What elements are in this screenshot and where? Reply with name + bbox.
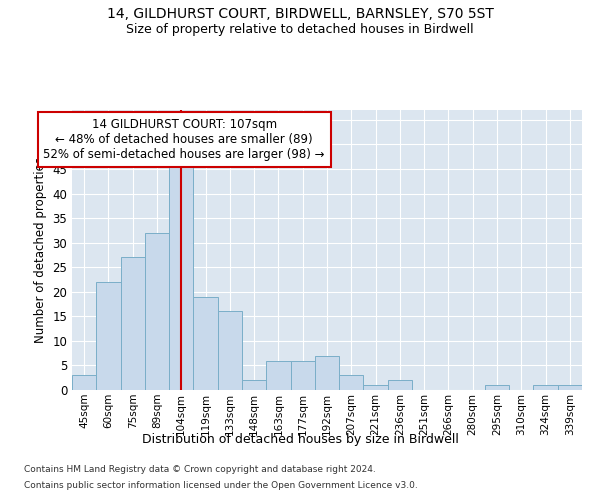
Bar [145, 233, 169, 390]
Bar [169, 164, 193, 390]
Y-axis label: Number of detached properties: Number of detached properties [34, 157, 47, 343]
Bar [364, 385, 388, 390]
Bar [533, 385, 558, 390]
Text: Distribution of detached houses by size in Birdwell: Distribution of detached houses by size … [142, 432, 458, 446]
Bar [339, 376, 364, 390]
Text: Size of property relative to detached houses in Birdwell: Size of property relative to detached ho… [126, 22, 474, 36]
Bar [388, 380, 412, 390]
Bar [558, 385, 582, 390]
Text: Contains HM Land Registry data © Crown copyright and database right 2024.: Contains HM Land Registry data © Crown c… [24, 465, 376, 474]
Bar [72, 376, 96, 390]
Bar [121, 258, 145, 390]
Bar [266, 360, 290, 390]
Text: 14 GILDHURST COURT: 107sqm
← 48% of detached houses are smaller (89)
52% of semi: 14 GILDHURST COURT: 107sqm ← 48% of deta… [43, 118, 325, 162]
Bar [315, 356, 339, 390]
Bar [242, 380, 266, 390]
Bar [218, 312, 242, 390]
Text: 14, GILDHURST COURT, BIRDWELL, BARNSLEY, S70 5ST: 14, GILDHURST COURT, BIRDWELL, BARNSLEY,… [107, 8, 493, 22]
Bar [290, 360, 315, 390]
Bar [193, 296, 218, 390]
Bar [485, 385, 509, 390]
Text: Contains public sector information licensed under the Open Government Licence v3: Contains public sector information licen… [24, 481, 418, 490]
Bar [96, 282, 121, 390]
